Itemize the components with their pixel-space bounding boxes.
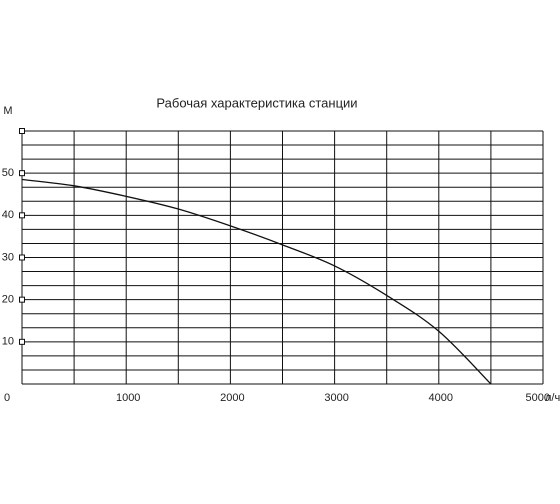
tick-mark: [19, 212, 25, 219]
y-tick-label: 20: [2, 294, 14, 306]
tick-mark: [19, 338, 25, 345]
y-tick-label: 40: [2, 209, 14, 221]
x-axis-label: л/ч: [545, 392, 560, 404]
y-tick-label: 30: [2, 251, 14, 263]
y-tick-label: 50: [2, 167, 14, 179]
chart-title: Рабочая характеристика станции: [156, 95, 357, 110]
tick-mark: [19, 170, 25, 177]
x-tick-label: 1000: [116, 392, 140, 404]
x-tick-label: 2000: [220, 392, 244, 404]
x-tick-label: 0: [4, 392, 10, 404]
x-tick-label: 3000: [324, 392, 348, 404]
tick-mark: [19, 254, 25, 261]
tick-mark: [19, 296, 25, 303]
y-axis-label: М: [3, 105, 12, 117]
y-tick-label: 10: [2, 336, 14, 348]
tick-mark: [19, 128, 25, 134]
x-tick-label: 5000: [526, 392, 550, 404]
curve: [21, 178, 492, 385]
x-tick-label: 4000: [429, 392, 453, 404]
